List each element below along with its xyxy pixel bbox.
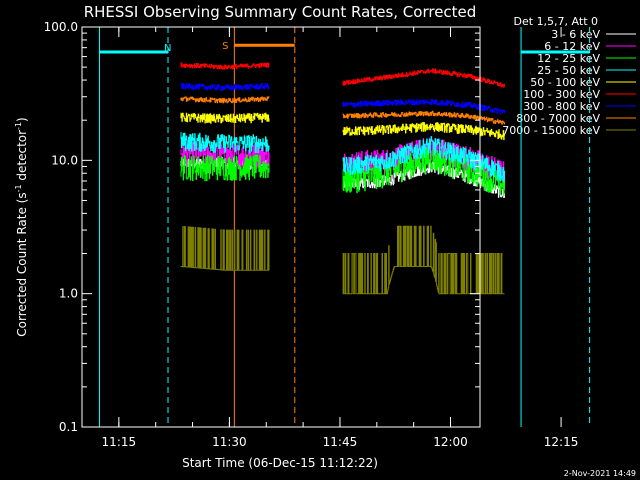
- series-line: [180, 96, 270, 104]
- y-axis: 0.1 1.0 10.0 100.0: [44, 20, 480, 434]
- y-tick-label: 0.1: [59, 420, 78, 434]
- series-line: [180, 112, 270, 124]
- series-line: [342, 147, 505, 196]
- legend-label: 12 - 25 keV: [537, 52, 600, 65]
- legend-label: 6 - 12 keV: [544, 40, 600, 53]
- series-line: [180, 62, 270, 70]
- series-line: [342, 99, 505, 115]
- y-tick-label: 100.0: [44, 20, 78, 34]
- y-tick-label: 1.0: [59, 287, 78, 301]
- series-line: [342, 122, 505, 141]
- legend-label: 7000 - 15000 keV: [502, 124, 600, 137]
- y-axis-label: Corrected Count Rate (s-1 detector-1): [14, 117, 29, 336]
- legend-label: 100 - 300 keV: [523, 88, 600, 101]
- series-line: [342, 110, 505, 125]
- series-line: [342, 136, 505, 183]
- y-tick-label: 10.0: [51, 153, 78, 167]
- x-tick-label: 11:45: [323, 435, 358, 449]
- series-line: [180, 226, 270, 271]
- series-line: [342, 68, 505, 88]
- x-axis-label: Start Time (06-Dec-15 11:12:22): [182, 456, 378, 470]
- legend-header: Det 1,5,7, Att 0: [514, 15, 598, 28]
- legend-label: 25 - 50 keV: [537, 64, 600, 77]
- legend-label: 800 - 7000 keV: [516, 112, 600, 125]
- annotation-label: S: [222, 41, 228, 52]
- legend-label: 3 - 6 keV: [551, 28, 600, 41]
- plot-frame: [81, 26, 481, 428]
- series-line: [180, 154, 270, 182]
- series-line: [180, 83, 270, 91]
- chart-title: RHESSI Observing Summary Count Rates, Co…: [84, 3, 477, 21]
- legend-label: 300 - 800 keV: [523, 100, 600, 113]
- plot-area: NS: [98, 27, 591, 427]
- x-tick-label: 12:00: [433, 435, 468, 449]
- legend-label: 50 - 100 keV: [530, 76, 600, 89]
- footer-timestamp: 2-Nov-2021 14:49: [564, 469, 636, 478]
- x-tick-label: 12:15: [544, 435, 579, 449]
- x-tick-label: 11:15: [102, 435, 137, 449]
- series-line: [180, 132, 270, 154]
- x-tick-label: 11:30: [212, 435, 247, 449]
